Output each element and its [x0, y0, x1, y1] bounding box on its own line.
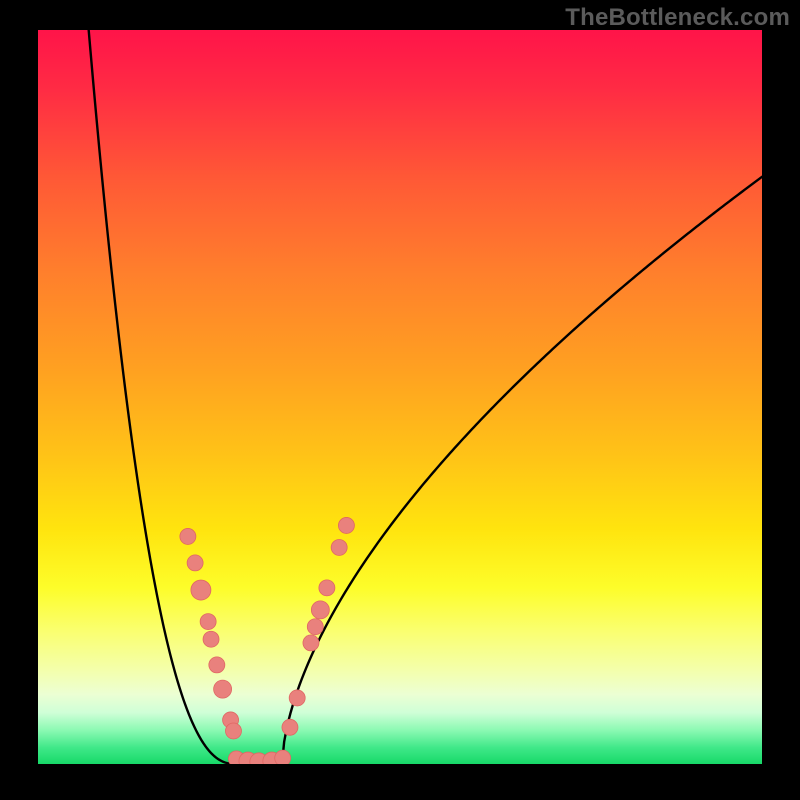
data-marker: [180, 528, 196, 544]
plot-background: [38, 30, 762, 764]
watermark-text: TheBottleneck.com: [565, 4, 790, 32]
data-marker: [289, 690, 305, 706]
data-marker: [307, 619, 323, 635]
data-marker: [214, 680, 232, 698]
data-marker: [191, 580, 211, 600]
data-marker: [275, 750, 291, 766]
data-marker: [338, 517, 354, 533]
data-marker: [187, 555, 203, 571]
data-marker: [303, 635, 319, 651]
data-marker: [282, 719, 298, 735]
data-marker: [319, 580, 335, 596]
data-marker: [200, 614, 216, 630]
data-marker: [331, 539, 347, 555]
data-marker: [209, 657, 225, 673]
data-marker: [203, 631, 219, 647]
data-marker: [225, 723, 241, 739]
data-marker: [311, 601, 329, 619]
